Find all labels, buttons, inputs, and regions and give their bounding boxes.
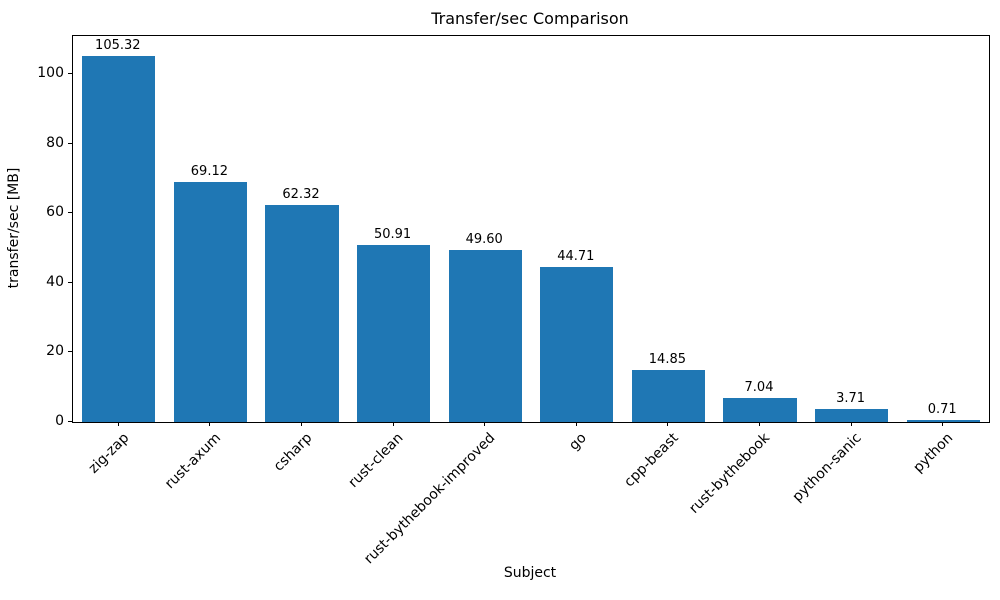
x-tick-mark xyxy=(484,422,486,426)
x-tick-label-rust-bythebook: rust-bythebook xyxy=(686,430,774,517)
bar-csharp xyxy=(265,205,339,422)
x-tick-label-zig-zap: zig-zap xyxy=(85,430,133,477)
bar-value-label: 50.91 xyxy=(373,227,412,242)
x-tick-mark xyxy=(850,422,852,426)
bar-value-label: 105.32 xyxy=(95,38,141,53)
y-tick-label-0: 0 xyxy=(55,413,64,429)
x-tick-label-python: python xyxy=(910,430,957,476)
bar-value-label: 44.71 xyxy=(557,249,595,264)
bar-value-label: 62.32 xyxy=(282,187,320,202)
bar-rust-axum xyxy=(173,182,248,422)
x-tick-mark xyxy=(301,422,302,426)
y-tick-mark xyxy=(68,212,72,213)
x-tick-mark xyxy=(392,422,394,426)
y-tick-label-100: 100 xyxy=(37,65,64,81)
x-tick-label-rust-clean: rust-clean xyxy=(346,430,407,491)
chart-title: Transfer/sec Comparison xyxy=(431,9,629,28)
x-axis-label: Subject xyxy=(503,565,557,581)
y-tick-mark xyxy=(68,73,72,74)
y-tick-label-80: 80 xyxy=(46,135,64,151)
bar-zig-zap xyxy=(82,56,156,422)
bar-value-label: 7.04 xyxy=(744,380,774,395)
x-tick-label-rust-axum: rust-axum xyxy=(161,430,224,493)
y-axis-label: transfer/sec [MB] xyxy=(6,167,22,289)
bar-value-label: 3.71 xyxy=(836,391,866,406)
y-tick-mark xyxy=(68,143,72,144)
plot-area xyxy=(72,35,990,423)
bar-python-sanic xyxy=(814,409,889,422)
x-tick-label-python-sanic: python-sanic xyxy=(789,430,865,506)
y-tick-mark xyxy=(68,351,72,352)
x-tick-label-csharp: csharp xyxy=(270,430,316,475)
x-tick-mark xyxy=(759,422,760,426)
bar-python xyxy=(906,420,980,422)
y-tick-mark xyxy=(68,421,72,422)
x-tick-mark xyxy=(117,422,119,426)
bar-rust-bythebook-improved xyxy=(448,250,522,422)
bar-value-label: 14.85 xyxy=(648,352,686,367)
y-tick-label-20: 20 xyxy=(46,343,64,359)
bar-rust-clean xyxy=(356,245,431,422)
bar-go xyxy=(540,267,614,422)
bar-value-label: 69.12 xyxy=(190,164,228,179)
x-tick-mark xyxy=(942,422,944,426)
y-tick-label-40: 40 xyxy=(46,274,64,290)
y-tick-label-60: 60 xyxy=(46,204,64,220)
x-tick-mark xyxy=(667,422,669,426)
x-tick-label-go: go xyxy=(566,430,591,454)
x-tick-label-cpp-beast: cpp-beast xyxy=(621,430,682,491)
bar-value-label: 0.71 xyxy=(927,402,957,417)
bar-value-label: 49.60 xyxy=(465,232,503,247)
y-tick-mark xyxy=(68,282,72,283)
x-tick-mark xyxy=(209,422,211,426)
bar-rust-bythebook xyxy=(723,398,797,422)
bar-cpp-beast xyxy=(631,370,706,422)
x-tick-mark xyxy=(575,422,577,426)
